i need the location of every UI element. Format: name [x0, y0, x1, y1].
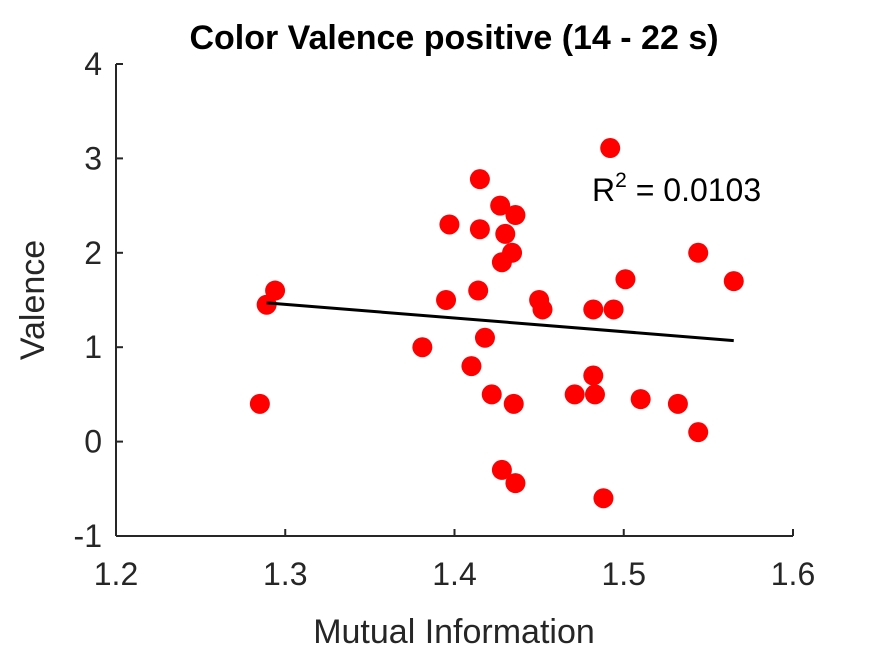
x-tick-label: 1.3: [263, 556, 307, 592]
data-point: [584, 384, 605, 405]
data-point: [583, 365, 604, 386]
r-squared-value: = 0.0103: [627, 172, 761, 208]
x-tick-label: 1.2: [94, 556, 138, 592]
data-point: [412, 337, 433, 358]
data-point: [469, 219, 490, 240]
data-point: [603, 299, 624, 320]
y-tick-label: 0: [84, 424, 102, 460]
data-point: [688, 422, 709, 443]
data-point: [505, 205, 526, 226]
y-ticks: -1 0 1 2 3 4: [74, 46, 123, 554]
data-point: [474, 327, 495, 348]
x-tick-label: 1.6: [771, 556, 815, 592]
data-point: [688, 242, 709, 263]
data-point: [491, 459, 512, 480]
data-point: [505, 473, 526, 494]
data-point: [436, 290, 457, 310]
data-point: [630, 389, 651, 410]
data-point: [615, 269, 636, 290]
data-point: [490, 195, 511, 216]
x-axis-label: Mutual Information: [313, 613, 595, 651]
x-tick-label: 1.5: [602, 556, 646, 592]
r-squared-prefix: R: [592, 172, 615, 208]
data-point: [593, 488, 614, 509]
r-squared-superscript: 2: [615, 169, 627, 192]
data-point: [495, 223, 516, 244]
y-tick-label: 3: [84, 140, 102, 176]
y-axis-label: Valence: [14, 240, 52, 360]
data-point: [502, 242, 523, 263]
data-point: [249, 393, 270, 414]
data-point: [468, 280, 489, 301]
data-point: [600, 138, 621, 159]
data-point: [564, 384, 585, 405]
y-tick-label: 2: [84, 235, 102, 271]
data-point: [439, 214, 460, 235]
data-point: [265, 280, 286, 301]
data-points: [249, 138, 744, 509]
r-squared-annotation: R2 = 0.0103: [592, 169, 761, 208]
x-tick-label: 1.4: [432, 556, 476, 592]
y-tick-label: 4: [84, 46, 102, 82]
data-point: [667, 393, 688, 414]
chart-title: Color Valence positive (14 - 22 s): [189, 19, 718, 57]
data-point: [481, 384, 502, 405]
data-point: [583, 299, 604, 320]
data-point: [723, 271, 744, 292]
data-point: [461, 356, 482, 377]
regression-line: [266, 301, 734, 343]
data-point: [503, 393, 524, 414]
data-point: [469, 169, 490, 190]
y-tick-label: 1: [84, 329, 102, 365]
y-tick-label: -1: [74, 518, 102, 554]
data-point: [532, 299, 553, 320]
x-ticks: 1.2 1.3 1.4 1.5 1.6: [94, 529, 815, 592]
